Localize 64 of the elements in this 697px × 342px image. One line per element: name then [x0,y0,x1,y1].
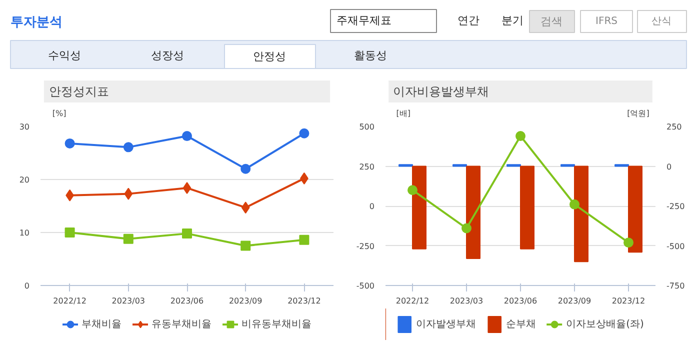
text: 연간 [458,14,480,27]
y2-axis-title: [억원] [627,109,650,118]
point [299,128,310,138]
point [408,185,418,196]
point [123,234,134,244]
point [570,199,580,210]
y-tick-label: -250 [356,242,374,251]
x-tick-label: 2023/03 [450,296,484,306]
y-tick-label: 0 [369,202,375,211]
y-tick-label: 250 [359,162,375,172]
text: 산식 [652,16,672,27]
y-tick-label: -500 [356,282,374,290]
text: IFRS [596,16,618,27]
point [182,131,192,142]
text: 활동성 [354,49,387,62]
y2-tick-label: -500 [666,242,685,251]
point [64,228,75,238]
y2-tick-label: -250 [666,202,685,211]
legend-label: 이자발생부채 [416,318,476,331]
point [182,228,192,239]
y-tick-label: 500 [359,122,375,132]
y-tick-label: 30 [19,122,30,132]
chart-title: 안정성지표 [48,84,109,98]
y2-tick-label: 250 [666,122,682,132]
legend-label: 비유동부채비율 [242,318,312,331]
y-tick-label: 20 [19,176,30,184]
chart-title: 이자비용발생부채 [393,84,490,98]
x-tick-label: 2023/09 [558,296,592,306]
legend-label: 순부채 [506,318,536,331]
legend-label: 이자보상배율(좌) [566,318,644,331]
legend-label: 유동부채비율 [152,318,212,331]
y2-tick-label: -750 [666,282,685,290]
x-tick-label: 2022/12 [396,296,430,306]
text: 성장성 [151,49,184,62]
x-tick-label: 2023/03 [112,296,146,306]
text: 안정성 [253,50,286,63]
point [123,142,134,152]
y2-tick-label: 0 [666,162,672,172]
point [516,131,526,142]
y-axis-title: [%] [52,109,66,118]
text: 주재무제표 [336,14,392,27]
point [624,238,634,248]
legend-label: 부채비율 [82,318,122,331]
text: 수익성 [48,49,81,62]
point [124,188,133,200]
x-tick-label: 2023/12 [612,296,646,306]
point [462,223,472,234]
point [182,182,192,194]
x-tick-label: 2023/06 [170,296,204,306]
text: 검색 [540,15,562,28]
point [299,234,310,245]
point [64,138,75,148]
x-tick-label: 2022/12 [53,296,86,306]
text: 투자분석 [10,15,62,30]
text: 분기 [502,14,524,27]
x-tick-label: 2023/09 [228,296,262,306]
point [240,240,251,251]
y-tick-label: 10 [19,228,30,238]
point [240,164,251,174]
x-tick-label: 2023/06 [504,296,538,306]
x-tick-label: 2023/12 [288,296,321,306]
y-tick-label: 0 [24,282,30,290]
y-axis-title: [배] [396,109,411,118]
point [241,202,250,214]
